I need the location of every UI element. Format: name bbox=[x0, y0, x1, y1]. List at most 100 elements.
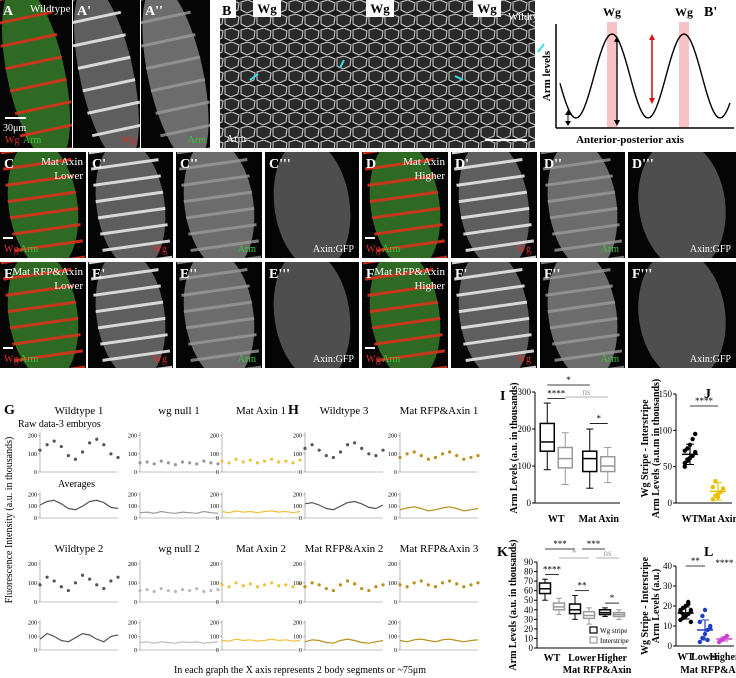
stripe bbox=[12, 223, 81, 236]
plot-title: wg null 2 bbox=[158, 543, 200, 555]
y-tick-label: 200 bbox=[388, 562, 397, 568]
y-tick-label: 100 bbox=[518, 461, 532, 471]
data-point bbox=[353, 582, 357, 586]
stripe bbox=[90, 268, 159, 281]
y-tick-label: 100 bbox=[388, 504, 397, 510]
panel-label: A bbox=[3, 4, 14, 19]
data-point bbox=[331, 588, 335, 593]
stain-label: Axin:GFP bbox=[313, 354, 355, 365]
box bbox=[568, 603, 582, 615]
embryo-body bbox=[540, 262, 625, 368]
embryo-shape bbox=[7, 152, 79, 258]
significance: * bbox=[597, 413, 602, 423]
y-tick-label: 0 bbox=[134, 516, 137, 522]
significance: *** bbox=[553, 539, 567, 549]
y-tick-label: 0 bbox=[216, 470, 219, 476]
data-point bbox=[374, 454, 378, 458]
stain-label: Arm bbox=[20, 244, 39, 255]
embryo bbox=[638, 152, 726, 258]
embryo-shape bbox=[369, 262, 441, 368]
y-tick-label: 200 bbox=[388, 492, 397, 498]
data-point bbox=[697, 639, 702, 645]
stripe bbox=[14, 349, 83, 362]
stripe bbox=[87, 100, 140, 115]
panel-label: I bbox=[500, 389, 505, 404]
data-point bbox=[202, 589, 206, 594]
data-point bbox=[710, 484, 715, 490]
y-tick-label: 200 bbox=[210, 492, 219, 498]
data-point bbox=[38, 448, 42, 452]
stain-label: Wg bbox=[366, 354, 380, 365]
embryo bbox=[540, 152, 625, 258]
data-point bbox=[688, 607, 694, 613]
data-point bbox=[398, 583, 402, 587]
stripe bbox=[7, 300, 77, 314]
scale-label: 30μm bbox=[3, 123, 26, 134]
embryo-body bbox=[176, 152, 262, 258]
data-point bbox=[381, 583, 385, 587]
y-tick-label: 0 bbox=[394, 470, 397, 476]
stripe bbox=[185, 206, 255, 220]
stripe bbox=[7, 190, 77, 204]
box bbox=[582, 450, 598, 473]
average-line bbox=[139, 641, 219, 644]
embryo-body bbox=[141, 0, 210, 148]
significance: **** bbox=[547, 389, 566, 399]
data-point bbox=[317, 448, 321, 452]
y-tick-label: 0 bbox=[668, 498, 673, 508]
data-point bbox=[234, 581, 238, 585]
legend-label: Interstripe bbox=[600, 637, 629, 645]
stripe bbox=[376, 239, 445, 252]
stripe bbox=[141, 33, 196, 48]
wg-label: Wg bbox=[477, 1, 497, 16]
data-point bbox=[367, 452, 371, 456]
data-point bbox=[317, 583, 321, 587]
significance: **** bbox=[715, 558, 734, 568]
panel-label: E''' bbox=[269, 267, 290, 282]
data-point bbox=[277, 460, 281, 464]
stripe bbox=[378, 365, 448, 368]
y-tick-label: 0 bbox=[34, 470, 37, 476]
plot-title: Wildtype 3 bbox=[320, 405, 369, 417]
group-label: Mat RFP&Axin bbox=[563, 665, 632, 676]
stripe bbox=[545, 174, 613, 187]
y-tick-label: 150 bbox=[659, 389, 673, 399]
stripe bbox=[545, 284, 613, 297]
data-point bbox=[173, 463, 178, 467]
embryo-shape bbox=[369, 152, 441, 258]
wg-label: Wg bbox=[370, 1, 390, 16]
y-tick-label: 100 bbox=[210, 634, 219, 640]
average-line bbox=[39, 499, 119, 511]
y-tick-label: 200 bbox=[293, 492, 302, 498]
legend-swatch bbox=[589, 636, 598, 644]
genotype: Mat Axin bbox=[41, 156, 83, 168]
data-point bbox=[241, 460, 245, 464]
y-tick-label: 200 bbox=[28, 434, 37, 440]
stripe bbox=[467, 365, 537, 368]
data-point bbox=[270, 581, 274, 585]
data-point bbox=[284, 459, 288, 463]
stripe bbox=[160, 122, 210, 138]
data-point bbox=[241, 584, 245, 588]
embryo bbox=[176, 152, 262, 258]
significance: ** bbox=[578, 581, 588, 591]
y-tick-label: 100 bbox=[293, 504, 302, 510]
embryo-shape bbox=[1, 0, 71, 148]
data-point bbox=[700, 613, 705, 619]
stripe bbox=[82, 78, 136, 93]
data-point bbox=[248, 458, 252, 462]
stripe bbox=[181, 174, 250, 187]
data-point bbox=[688, 619, 694, 625]
data-point bbox=[367, 588, 371, 593]
x-tick-label: WT bbox=[544, 653, 561, 664]
embryo bbox=[141, 0, 210, 148]
stripe bbox=[542, 158, 611, 171]
data-point bbox=[66, 588, 70, 593]
stain-label: Wg bbox=[4, 244, 18, 255]
embryo-body bbox=[638, 262, 726, 368]
y-tick-label: 0 bbox=[394, 648, 397, 654]
embryo-body bbox=[273, 262, 351, 368]
data-point bbox=[360, 446, 364, 450]
data-point bbox=[38, 583, 42, 587]
stain-label: Wg bbox=[517, 244, 531, 255]
